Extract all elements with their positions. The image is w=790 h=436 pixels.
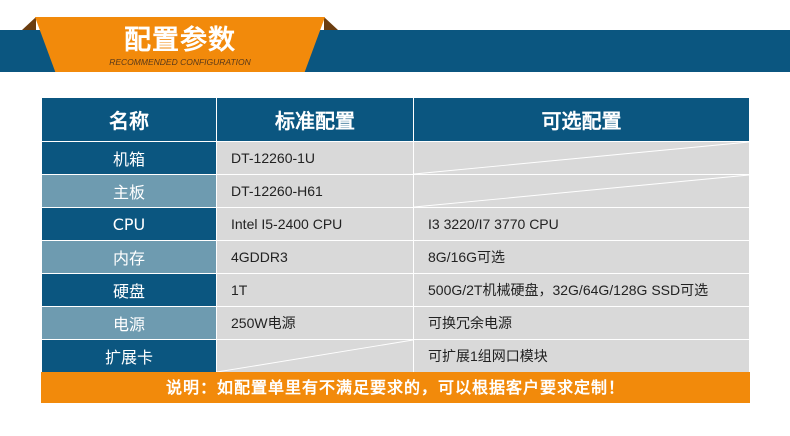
optional-value: 8G/16G可选 — [428, 249, 506, 265]
optional-cell — [413, 141, 750, 175]
optional-cell: 8G/16G可选 — [413, 240, 750, 274]
row-name: 扩展卡 — [41, 339, 217, 373]
row-name: CPU — [41, 207, 217, 241]
row-name: 硬盘 — [41, 273, 217, 307]
page-subtitle: RECOMMENDED CONFIGURATION — [109, 57, 251, 67]
optional-value: 可扩展1组网口模块 — [428, 348, 548, 364]
empty-diagonal — [217, 340, 413, 372]
optional-cell — [413, 174, 750, 208]
optional-cell: 500G/2T机械硬盘，32G/64G/128G SSD可选 — [413, 273, 750, 307]
col-header-optional: 可选配置 — [413, 97, 750, 142]
standard-cell — [216, 339, 414, 373]
table-row: 电源 250W电源 可换冗余电源 — [41, 306, 750, 340]
ribbon-fold — [22, 17, 36, 30]
standard-cell: 250W电源 — [216, 306, 414, 340]
col-header-name: 名称 — [41, 97, 217, 142]
table-row: 机箱 DT-12260-1U — [41, 141, 750, 175]
table-row: 内存 4GDDR3 8G/16G可选 — [41, 240, 750, 274]
ribbon-fold — [324, 17, 338, 30]
optional-cell: I3 3220/I7 3770 CPU — [413, 207, 750, 241]
standard-value: DT-12260-H61 — [231, 183, 323, 199]
config-table: 名称 标准配置 可选配置 机箱 DT-12260-1U 主板 DT-12260-… — [41, 97, 750, 373]
optional-value: 500G/2T机械硬盘，32G/64G/128G SSD可选 — [428, 282, 709, 298]
standard-value: 4GDDR3 — [231, 249, 288, 265]
row-name: 机箱 — [41, 141, 217, 175]
standard-cell: Intel I5-2400 CPU — [216, 207, 414, 241]
empty-diagonal — [414, 175, 749, 207]
optional-value: 可换冗余电源 — [428, 315, 512, 331]
empty-diagonal — [414, 142, 749, 174]
standard-cell: DT-12260-H61 — [216, 174, 414, 208]
table-row: 扩展卡 可扩展1组网口模块 — [41, 339, 750, 373]
optional-cell: 可换冗余电源 — [413, 306, 750, 340]
standard-value: DT-12260-1U — [231, 150, 316, 166]
row-name: 主板 — [41, 174, 217, 208]
table-row: 硬盘 1T 500G/2T机械硬盘，32G/64G/128G SSD可选 — [41, 273, 750, 307]
page-title: 配置参数 — [124, 25, 236, 56]
row-name: 内存 — [41, 240, 217, 274]
footer-note: 说明：如配置单里有不满足要求的，可以根据客户要求定制！ — [41, 372, 750, 403]
row-name: 电源 — [41, 306, 217, 340]
title-ribbon — [35, 17, 325, 72]
standard-value: 250W电源 — [231, 315, 296, 331]
col-header-standard: 标准配置 — [216, 97, 414, 142]
table-row: 主板 DT-12260-H61 — [41, 174, 750, 208]
standard-value: Intel I5-2400 CPU — [231, 216, 343, 232]
optional-value: I3 3220/I7 3770 CPU — [428, 216, 559, 232]
standard-cell: 1T — [216, 273, 414, 307]
standard-cell: 4GDDR3 — [216, 240, 414, 274]
standard-cell: DT-12260-1U — [216, 141, 414, 175]
optional-cell: 可扩展1组网口模块 — [413, 339, 750, 373]
table-row: CPU Intel I5-2400 CPU I3 3220/I7 3770 CP… — [41, 207, 750, 241]
standard-value: 1T — [231, 282, 248, 298]
